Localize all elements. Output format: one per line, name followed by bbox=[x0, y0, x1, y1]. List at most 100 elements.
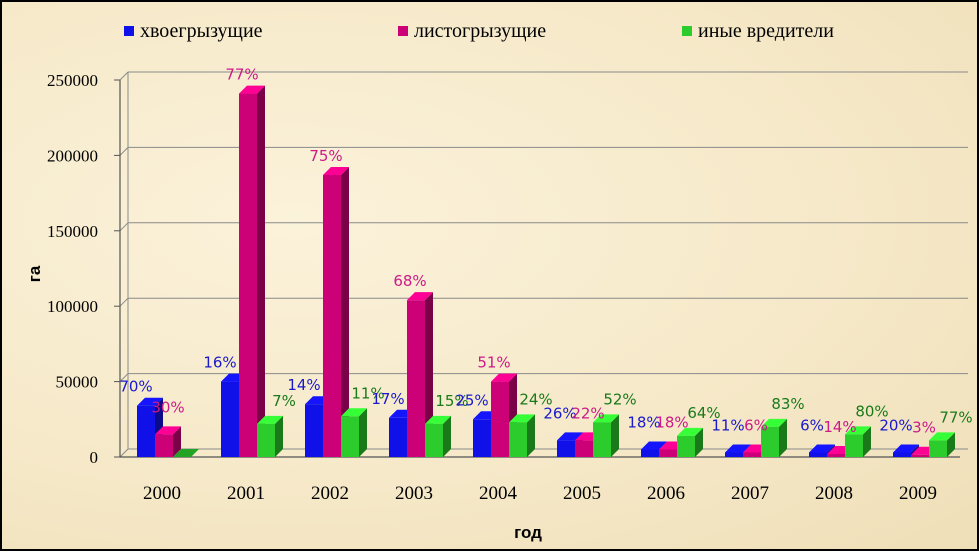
bar-top bbox=[155, 426, 181, 435]
bar-top bbox=[491, 373, 517, 382]
bar-top bbox=[677, 427, 703, 436]
bar bbox=[239, 93, 257, 458]
bar bbox=[809, 452, 827, 457]
data-label: 14% bbox=[823, 418, 856, 436]
y-tick-label: 100000 bbox=[47, 297, 98, 316]
bar bbox=[911, 454, 929, 457]
bar-top bbox=[407, 292, 433, 301]
bar bbox=[257, 423, 275, 457]
bar bbox=[473, 419, 491, 457]
data-label: 20% bbox=[879, 416, 912, 434]
bar bbox=[575, 440, 593, 457]
bar-side bbox=[611, 414, 619, 457]
bar bbox=[155, 434, 173, 457]
legend-swatch bbox=[682, 26, 692, 36]
y-tick-label: 150000 bbox=[47, 222, 98, 241]
bar bbox=[593, 422, 611, 457]
bar-top bbox=[323, 167, 349, 176]
y-tick-label: 50000 bbox=[56, 373, 99, 392]
bar-side bbox=[257, 85, 265, 458]
data-label: 22% bbox=[571, 404, 604, 422]
bar bbox=[509, 422, 527, 457]
x-tick-label: 2000 bbox=[143, 483, 181, 504]
data-label: 52% bbox=[603, 390, 636, 408]
x-tick-label: 2005 bbox=[563, 483, 601, 504]
bar-top bbox=[239, 85, 265, 94]
data-label: 6% bbox=[744, 416, 768, 434]
bar bbox=[743, 452, 761, 457]
bar-side bbox=[341, 167, 349, 457]
bar bbox=[893, 452, 911, 457]
legend-swatch bbox=[124, 26, 134, 36]
data-label: 25% bbox=[455, 391, 488, 409]
data-label: 17% bbox=[371, 390, 404, 408]
y-tick-label: 250000 bbox=[47, 71, 98, 90]
bar bbox=[659, 449, 677, 457]
data-label: 3% bbox=[912, 419, 936, 437]
bar-side bbox=[947, 432, 955, 457]
bar-side bbox=[443, 415, 451, 457]
data-label: 68% bbox=[393, 272, 426, 290]
axes: 0 50000 100000 150000 200000 250000 2000 2001 20… bbox=[47, 71, 960, 504]
x-axis-title: год bbox=[514, 523, 542, 542]
bar-side bbox=[779, 418, 787, 457]
data-label: 75% bbox=[309, 147, 342, 165]
bar-top bbox=[761, 418, 787, 427]
bar-side bbox=[425, 292, 433, 457]
bar bbox=[221, 381, 239, 457]
bar bbox=[305, 404, 323, 457]
x-tick-label: 2003 bbox=[395, 483, 433, 504]
data-label: 26% bbox=[543, 404, 576, 422]
bar-side bbox=[695, 427, 703, 457]
x-tick-label: 2001 bbox=[227, 483, 265, 504]
bar-side bbox=[863, 426, 871, 457]
bar-top bbox=[725, 444, 751, 453]
bar bbox=[389, 417, 407, 457]
bar bbox=[929, 440, 947, 457]
x-tick-label: 2007 bbox=[731, 483, 769, 504]
bar bbox=[323, 175, 341, 457]
data-label: 11% bbox=[351, 384, 384, 402]
bars bbox=[137, 85, 955, 458]
bar bbox=[761, 426, 779, 457]
legend-label: иные вредители bbox=[698, 20, 834, 42]
bar bbox=[425, 423, 443, 457]
bar bbox=[725, 452, 743, 457]
bar-top bbox=[557, 432, 583, 441]
bar-top bbox=[641, 441, 667, 450]
bar bbox=[137, 405, 155, 457]
data-label: 6% bbox=[800, 416, 824, 434]
legend-label: листогрызущие bbox=[414, 20, 546, 42]
y-axis-title: га bbox=[25, 265, 44, 282]
x-tick-label: 2006 bbox=[647, 483, 685, 504]
x-tick-label: 2008 bbox=[815, 483, 853, 504]
gridline-depth bbox=[119, 71, 129, 81]
y-tick-label: 0 bbox=[90, 448, 99, 467]
x-tick-label: 2004 bbox=[479, 483, 518, 504]
legend: хвоегрызущие листогрызущие иные вредители bbox=[124, 20, 834, 42]
gridline-depth bbox=[119, 448, 129, 458]
bar bbox=[491, 381, 509, 457]
data-label: 77% bbox=[939, 408, 972, 426]
bar bbox=[407, 300, 425, 457]
bar-side bbox=[359, 408, 367, 457]
bar-top bbox=[341, 408, 367, 417]
bar bbox=[557, 440, 575, 457]
gridlines bbox=[119, 71, 968, 458]
bar-top bbox=[593, 414, 619, 423]
data-label: 24% bbox=[519, 390, 552, 408]
data-label: 64% bbox=[687, 404, 720, 422]
gridline-depth bbox=[119, 373, 129, 382]
bar bbox=[341, 416, 359, 457]
y-tick-label: 200000 bbox=[47, 146, 98, 165]
bar-top bbox=[425, 415, 451, 424]
data-label: 83% bbox=[771, 395, 804, 413]
data-label: 80% bbox=[855, 402, 888, 420]
data-labels: 70%30%16%77%7%14%75%11%17%68%15%25%51%24… bbox=[119, 66, 972, 437]
bar bbox=[677, 435, 695, 457]
data-label: 11% bbox=[711, 416, 744, 434]
bar-side bbox=[275, 415, 283, 457]
x-tick-label: 2009 bbox=[899, 483, 937, 504]
